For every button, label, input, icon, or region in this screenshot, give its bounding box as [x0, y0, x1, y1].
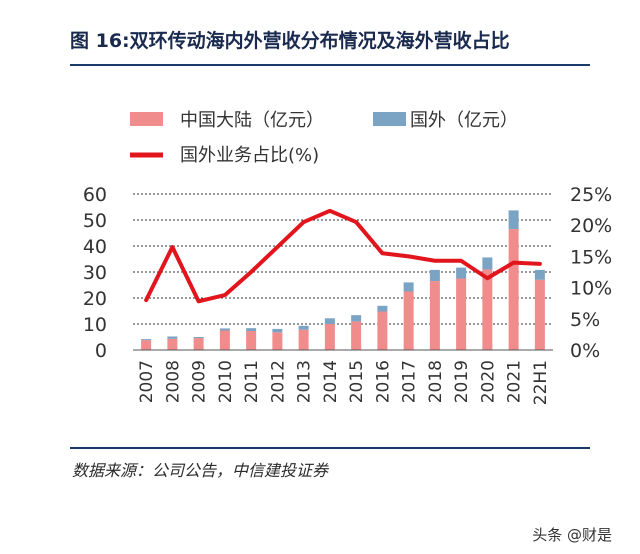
x-tick-label: 2020	[478, 360, 498, 403]
y-right-tick-label: 25%	[570, 184, 612, 206]
x-tick-label: 2016	[373, 360, 393, 403]
x-tick-label: 2010	[216, 360, 236, 403]
x-tick-label: 2009	[190, 360, 210, 403]
x-tick-label: 22H1	[531, 360, 551, 405]
x-tick-label: 2007	[137, 360, 157, 403]
footer-divider	[70, 447, 590, 449]
y-left-tick-label: 60	[83, 184, 107, 206]
x-tick-label: 2017	[400, 360, 420, 403]
bar-overseas	[219, 328, 230, 331]
bar-domestic	[219, 330, 230, 350]
y-right-tick-label: 5%	[570, 309, 600, 331]
legend-swatch-overseas	[373, 112, 406, 126]
bar-overseas	[429, 269, 440, 282]
y-left-tick-label: 0	[95, 340, 107, 362]
bar-domestic	[456, 278, 467, 350]
bar-overseas	[534, 269, 545, 280]
bar-domestic	[298, 329, 309, 350]
bar-domestic	[246, 331, 257, 350]
bar-overseas	[193, 337, 204, 339]
bar-domestic	[193, 338, 204, 350]
bar-overseas	[298, 325, 309, 330]
bar-overseas	[456, 267, 467, 279]
bar-overseas	[246, 328, 257, 332]
bar-overseas	[403, 282, 414, 292]
chart-title: 图 16:双环传动海内外营收分布情况及海外营收占比	[70, 30, 510, 52]
bar-domestic	[351, 321, 362, 350]
x-tick-label: 2011	[242, 360, 262, 403]
bar-overseas	[324, 318, 335, 324]
x-tick-label: 2021	[505, 360, 525, 403]
x-tick-label: 2019	[452, 360, 472, 403]
legend-swatch-domestic	[130, 112, 163, 126]
x-tick-label: 2015	[347, 360, 367, 403]
x-tick-label: 2008	[163, 360, 183, 403]
y-right-tick-label: 10%	[570, 278, 612, 300]
x-tick-label: 2012	[268, 360, 288, 403]
bar-overseas	[508, 210, 519, 230]
bar-overseas	[272, 328, 283, 333]
y-right-tick-label: 20%	[570, 215, 612, 237]
bar-domestic	[377, 311, 388, 350]
bar-domestic	[403, 291, 414, 350]
source-note: 数据来源：公司公告，中信建投证券	[72, 461, 329, 480]
bar-overseas	[351, 315, 362, 322]
bar-domestic	[324, 324, 335, 350]
bar-domestic	[141, 340, 152, 350]
legend-label-overseas: 国外（亿元）	[410, 110, 518, 131]
title-divider	[70, 64, 590, 66]
x-tick-label: 2013	[295, 360, 315, 403]
bar-domestic	[167, 338, 178, 350]
legend: 中国大陆（亿元） 国外（亿元） 国外业务占比(%)	[130, 110, 518, 166]
bar-domestic	[534, 279, 545, 350]
legend-label-domestic: 中国大陆（亿元）	[180, 110, 324, 131]
x-tick-label: 2018	[426, 360, 446, 403]
y-left-tick-label: 10	[83, 314, 107, 336]
y-right-tick-label: 15%	[570, 246, 612, 268]
legend-label-ratio: 国外业务占比(%)	[180, 145, 319, 166]
y-left-tick-label: 50	[83, 210, 107, 232]
bar-domestic	[272, 332, 283, 350]
bar-overseas	[141, 339, 152, 341]
bar-overseas	[167, 336, 178, 339]
y-left-tick-label: 20	[83, 288, 107, 310]
bar-overseas	[482, 257, 493, 270]
bar-domestic	[482, 269, 493, 350]
x-tick-label: 2014	[321, 360, 341, 403]
y-left-tick-label: 30	[83, 262, 107, 284]
bar-domestic	[429, 281, 440, 350]
ratio-line	[144, 208, 542, 304]
bar-overseas	[377, 305, 388, 312]
y-left-tick-label: 40	[83, 236, 107, 258]
watermark: 头条 @财是	[532, 526, 612, 544]
y-right-tick-label: 0%	[570, 340, 600, 362]
bar-domestic	[508, 229, 519, 350]
